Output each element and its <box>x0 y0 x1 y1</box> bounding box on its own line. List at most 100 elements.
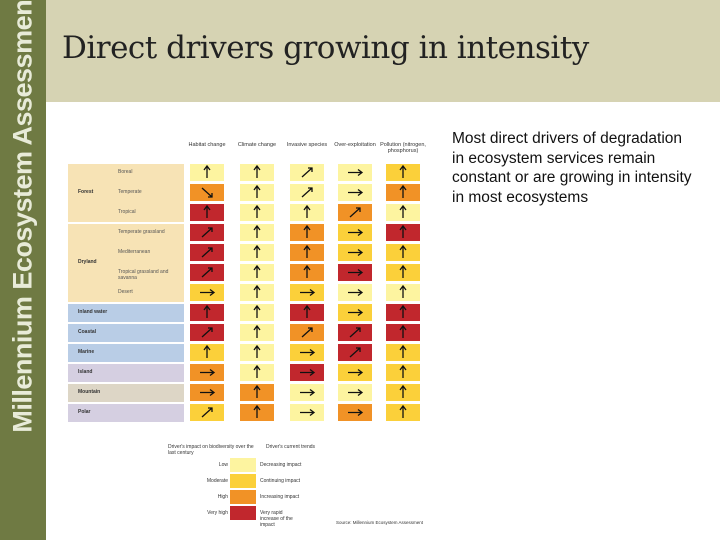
trend-arrow-icon <box>348 268 364 277</box>
impact-cell <box>290 204 324 221</box>
impact-cell <box>190 304 224 321</box>
column-header: Invasive species <box>286 142 328 148</box>
trend-arrow-icon <box>201 327 213 338</box>
trend-arrow-icon <box>253 264 261 278</box>
impact-cell <box>338 284 372 301</box>
impact-cell <box>386 284 420 301</box>
impact-cell <box>386 324 420 341</box>
group-label: Mountain <box>78 389 101 395</box>
trend-arrow-icon <box>348 228 364 237</box>
impact-cell <box>338 324 372 341</box>
trend-arrow-icon <box>348 308 364 317</box>
column-header: Pollution (nitrogen, phosphorus) <box>380 142 426 154</box>
trend-arrow-icon <box>253 324 261 338</box>
row-label: Tropical <box>118 209 136 215</box>
impact-cell <box>386 364 420 381</box>
trend-arrow-icon <box>253 244 261 258</box>
trend-arrow-icon <box>200 288 216 297</box>
row-group-band <box>68 344 184 362</box>
trend-arrow-icon <box>399 204 407 218</box>
row-label: Temperate <box>118 189 142 195</box>
impact-cell <box>386 264 420 281</box>
impact-cell <box>290 404 324 421</box>
trend-arrow-icon <box>301 167 313 178</box>
trend-arrow-icon <box>253 164 261 178</box>
trend-arrow-icon <box>348 168 364 177</box>
trend-arrow-icon <box>303 204 311 218</box>
row-label: Temperate grassland <box>118 229 165 235</box>
trend-arrow-icon <box>253 344 261 358</box>
trend-arrow-icon <box>203 164 211 178</box>
impact-cell <box>338 384 372 401</box>
impact-cell <box>190 344 224 361</box>
group-label: Coastal <box>78 329 97 335</box>
trend-arrow-icon <box>253 224 261 238</box>
trend-arrow-icon <box>348 388 364 397</box>
impact-cell <box>338 204 372 221</box>
driver-table: Habitat change Climate change Invasive spe… <box>68 142 430 528</box>
trend-arrow-icon <box>399 284 407 298</box>
group-label: Forest <box>78 189 94 195</box>
impact-cell <box>190 244 224 261</box>
trend-arrow-icon <box>349 347 361 358</box>
impact-cell <box>240 284 274 301</box>
row-group-band <box>68 404 184 422</box>
legend-impact-label: Moderate <box>206 478 228 484</box>
trend-arrow-icon <box>303 304 311 318</box>
impact-cell <box>240 324 274 341</box>
trend-arrow-icon <box>399 344 407 358</box>
impact-cell <box>386 244 420 261</box>
impact-cell <box>190 324 224 341</box>
trend-arrow-icon <box>348 288 364 297</box>
legend-swatch <box>230 474 256 488</box>
impact-cell <box>386 404 420 421</box>
impact-cell <box>240 224 274 241</box>
legend-impact-label: High <box>217 494 228 500</box>
impact-cell <box>240 304 274 321</box>
row-group-band <box>68 324 184 342</box>
trend-arrow-icon <box>399 184 407 198</box>
impact-cell <box>190 284 224 301</box>
trend-arrow-icon <box>253 284 261 298</box>
trend-arrow-icon <box>300 408 316 417</box>
trend-arrow-icon <box>203 304 211 318</box>
trend-arrow-icon <box>348 188 364 197</box>
row-label: Boreal <box>118 169 133 175</box>
row-group-band <box>68 384 184 402</box>
trend-arrow-icon <box>203 204 211 218</box>
trend-arrow-icon <box>300 388 316 397</box>
impact-cell <box>386 344 420 361</box>
trend-arrow-icon <box>399 264 407 278</box>
trend-arrow-icon <box>349 207 361 218</box>
trend-arrow-icon <box>399 324 407 338</box>
trend-arrow-icon <box>303 244 311 258</box>
title-bar: Direct drivers growing in intensity <box>46 0 720 102</box>
impact-cell <box>386 224 420 241</box>
impact-cell <box>338 224 372 241</box>
impact-cell <box>386 304 420 321</box>
impact-cell <box>240 244 274 261</box>
impact-cell <box>290 364 324 381</box>
sidebar: Millennium Ecosystem Assessment <box>0 0 46 540</box>
group-label: Dryland <box>78 259 97 265</box>
impact-cell <box>386 384 420 401</box>
impact-cell <box>190 404 224 421</box>
legend-swatch <box>230 490 256 504</box>
trend-arrow-icon <box>300 348 316 357</box>
legend-impact-label: Low <box>218 462 228 468</box>
legend-trend-title: Driver's current trends <box>266 444 316 450</box>
impact-cell <box>338 404 372 421</box>
impact-cell <box>240 344 274 361</box>
impact-cell <box>290 244 324 261</box>
trend-arrow-icon <box>253 184 261 198</box>
impact-cell <box>290 164 324 181</box>
impact-cell <box>290 384 324 401</box>
trend-arrow-icon <box>399 224 407 238</box>
impact-cell <box>240 364 274 381</box>
legend-swatch <box>230 506 256 520</box>
trend-arrow-icon <box>201 187 213 198</box>
column-header: Habitat change <box>188 142 226 148</box>
impact-cell <box>338 304 372 321</box>
legend-trend-label: Decreasing impact <box>260 462 302 468</box>
impact-cell <box>290 224 324 241</box>
